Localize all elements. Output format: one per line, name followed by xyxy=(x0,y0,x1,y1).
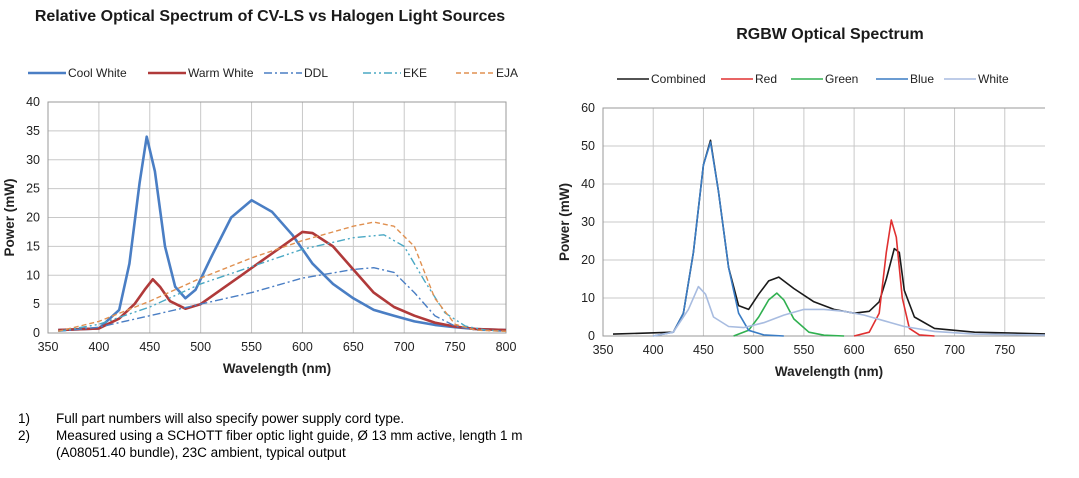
x-tick-label: 450 xyxy=(693,343,714,357)
y-tick-label: 20 xyxy=(581,253,595,267)
series-line-green xyxy=(733,292,845,337)
legend-label: Green xyxy=(825,72,858,86)
chart-right: 0 10 20 30 40 50 60 350 400 450 500 550 600 650 700 750… xyxy=(557,72,1045,379)
x-tick-label: 750 xyxy=(994,343,1015,357)
legend-label: Cool White xyxy=(68,66,127,80)
y-tick-label: 25 xyxy=(26,182,40,196)
series-line-blue xyxy=(653,141,784,337)
y-tick-label: 30 xyxy=(26,153,40,167)
x-tick-label: 650 xyxy=(343,340,364,354)
footnotes: 1) Full part numbers will also specify p… xyxy=(18,410,556,461)
legend-label: Blue xyxy=(910,72,934,86)
legend-label: White xyxy=(978,72,1009,86)
footnote-number: 2) xyxy=(18,428,31,443)
footnote-2: 2) Measured using a SCHOTT fiber optic l… xyxy=(18,427,556,461)
series-line-cool-white xyxy=(58,135,507,332)
chart-left: 0 5 10 15 20 25 30 35 40 350 400 450 500 550 600 650 700… xyxy=(2,66,518,376)
x-tick-label: 400 xyxy=(643,343,664,357)
y-tick-label: 0 xyxy=(588,329,595,343)
footnote-text: Measured using a SCHOTT fiber optic ligh… xyxy=(56,428,523,460)
y-tick-label: 0 xyxy=(33,326,40,340)
x-tick-label: 800 xyxy=(496,340,517,354)
y-axis-label: Power (mW) xyxy=(557,183,572,261)
y-tick-label: 35 xyxy=(26,124,40,138)
chart-title-right: RGBW Optical Spectrum xyxy=(736,26,924,43)
x-tick-label: 350 xyxy=(593,343,614,357)
series-line-eja xyxy=(58,221,507,332)
y-tick-label: 15 xyxy=(26,239,40,253)
series-line-eke xyxy=(58,234,507,332)
footnote-number: 1) xyxy=(18,411,31,426)
legend-label: Red xyxy=(755,72,777,86)
y-tick-label: 60 xyxy=(581,101,595,115)
y-tick-label: 30 xyxy=(581,215,595,229)
x-tick-label: 500 xyxy=(190,340,211,354)
series-line-red xyxy=(853,219,935,337)
legend-label: DDL xyxy=(304,66,328,80)
x-tick-label: 450 xyxy=(139,340,160,354)
x-tick-label: 650 xyxy=(894,343,915,357)
y-tick-label: 5 xyxy=(33,297,40,311)
y-tick-label: 20 xyxy=(26,211,40,225)
x-tick-label: 700 xyxy=(394,340,415,354)
y-axis-label: Power (mW) xyxy=(2,178,17,256)
x-tick-label: 550 xyxy=(793,343,814,357)
legend-label: EJA xyxy=(496,66,518,80)
x-tick-label: 500 xyxy=(743,343,764,357)
y-tick-label: 10 xyxy=(26,268,40,282)
x-axis-label: Wavelength (nm) xyxy=(775,364,883,379)
x-tick-label: 350 xyxy=(38,340,59,354)
x-axis-label: Wavelength (nm) xyxy=(223,361,331,376)
chart-title-left: Relative Optical Spectrum of CV-LS vs Ha… xyxy=(34,8,506,25)
footnote-text: Full part numbers will also specify powe… xyxy=(56,411,405,426)
footnote-1: 1) Full part numbers will also specify p… xyxy=(18,410,556,427)
x-tick-label: 750 xyxy=(445,340,466,354)
x-tick-label: 600 xyxy=(844,343,865,357)
y-tick-label: 50 xyxy=(581,139,595,153)
series-line-combined xyxy=(612,139,1045,335)
plot-frame xyxy=(47,101,507,334)
y-tick-label: 10 xyxy=(581,291,595,305)
series-line-ddl xyxy=(58,266,507,332)
x-tick-label: 600 xyxy=(292,340,313,354)
x-tick-label: 700 xyxy=(944,343,965,357)
series-line-white xyxy=(653,285,1045,337)
y-tick-label: 40 xyxy=(581,177,595,191)
legend-label: Combined xyxy=(651,72,706,86)
legend-label: EKE xyxy=(403,66,427,80)
series-line-warm-white xyxy=(58,230,507,332)
x-tick-label: 550 xyxy=(241,340,262,354)
x-tick-label: 400 xyxy=(88,340,109,354)
legend-label: Warm White xyxy=(188,66,254,80)
y-tick-label: 40 xyxy=(26,95,40,109)
